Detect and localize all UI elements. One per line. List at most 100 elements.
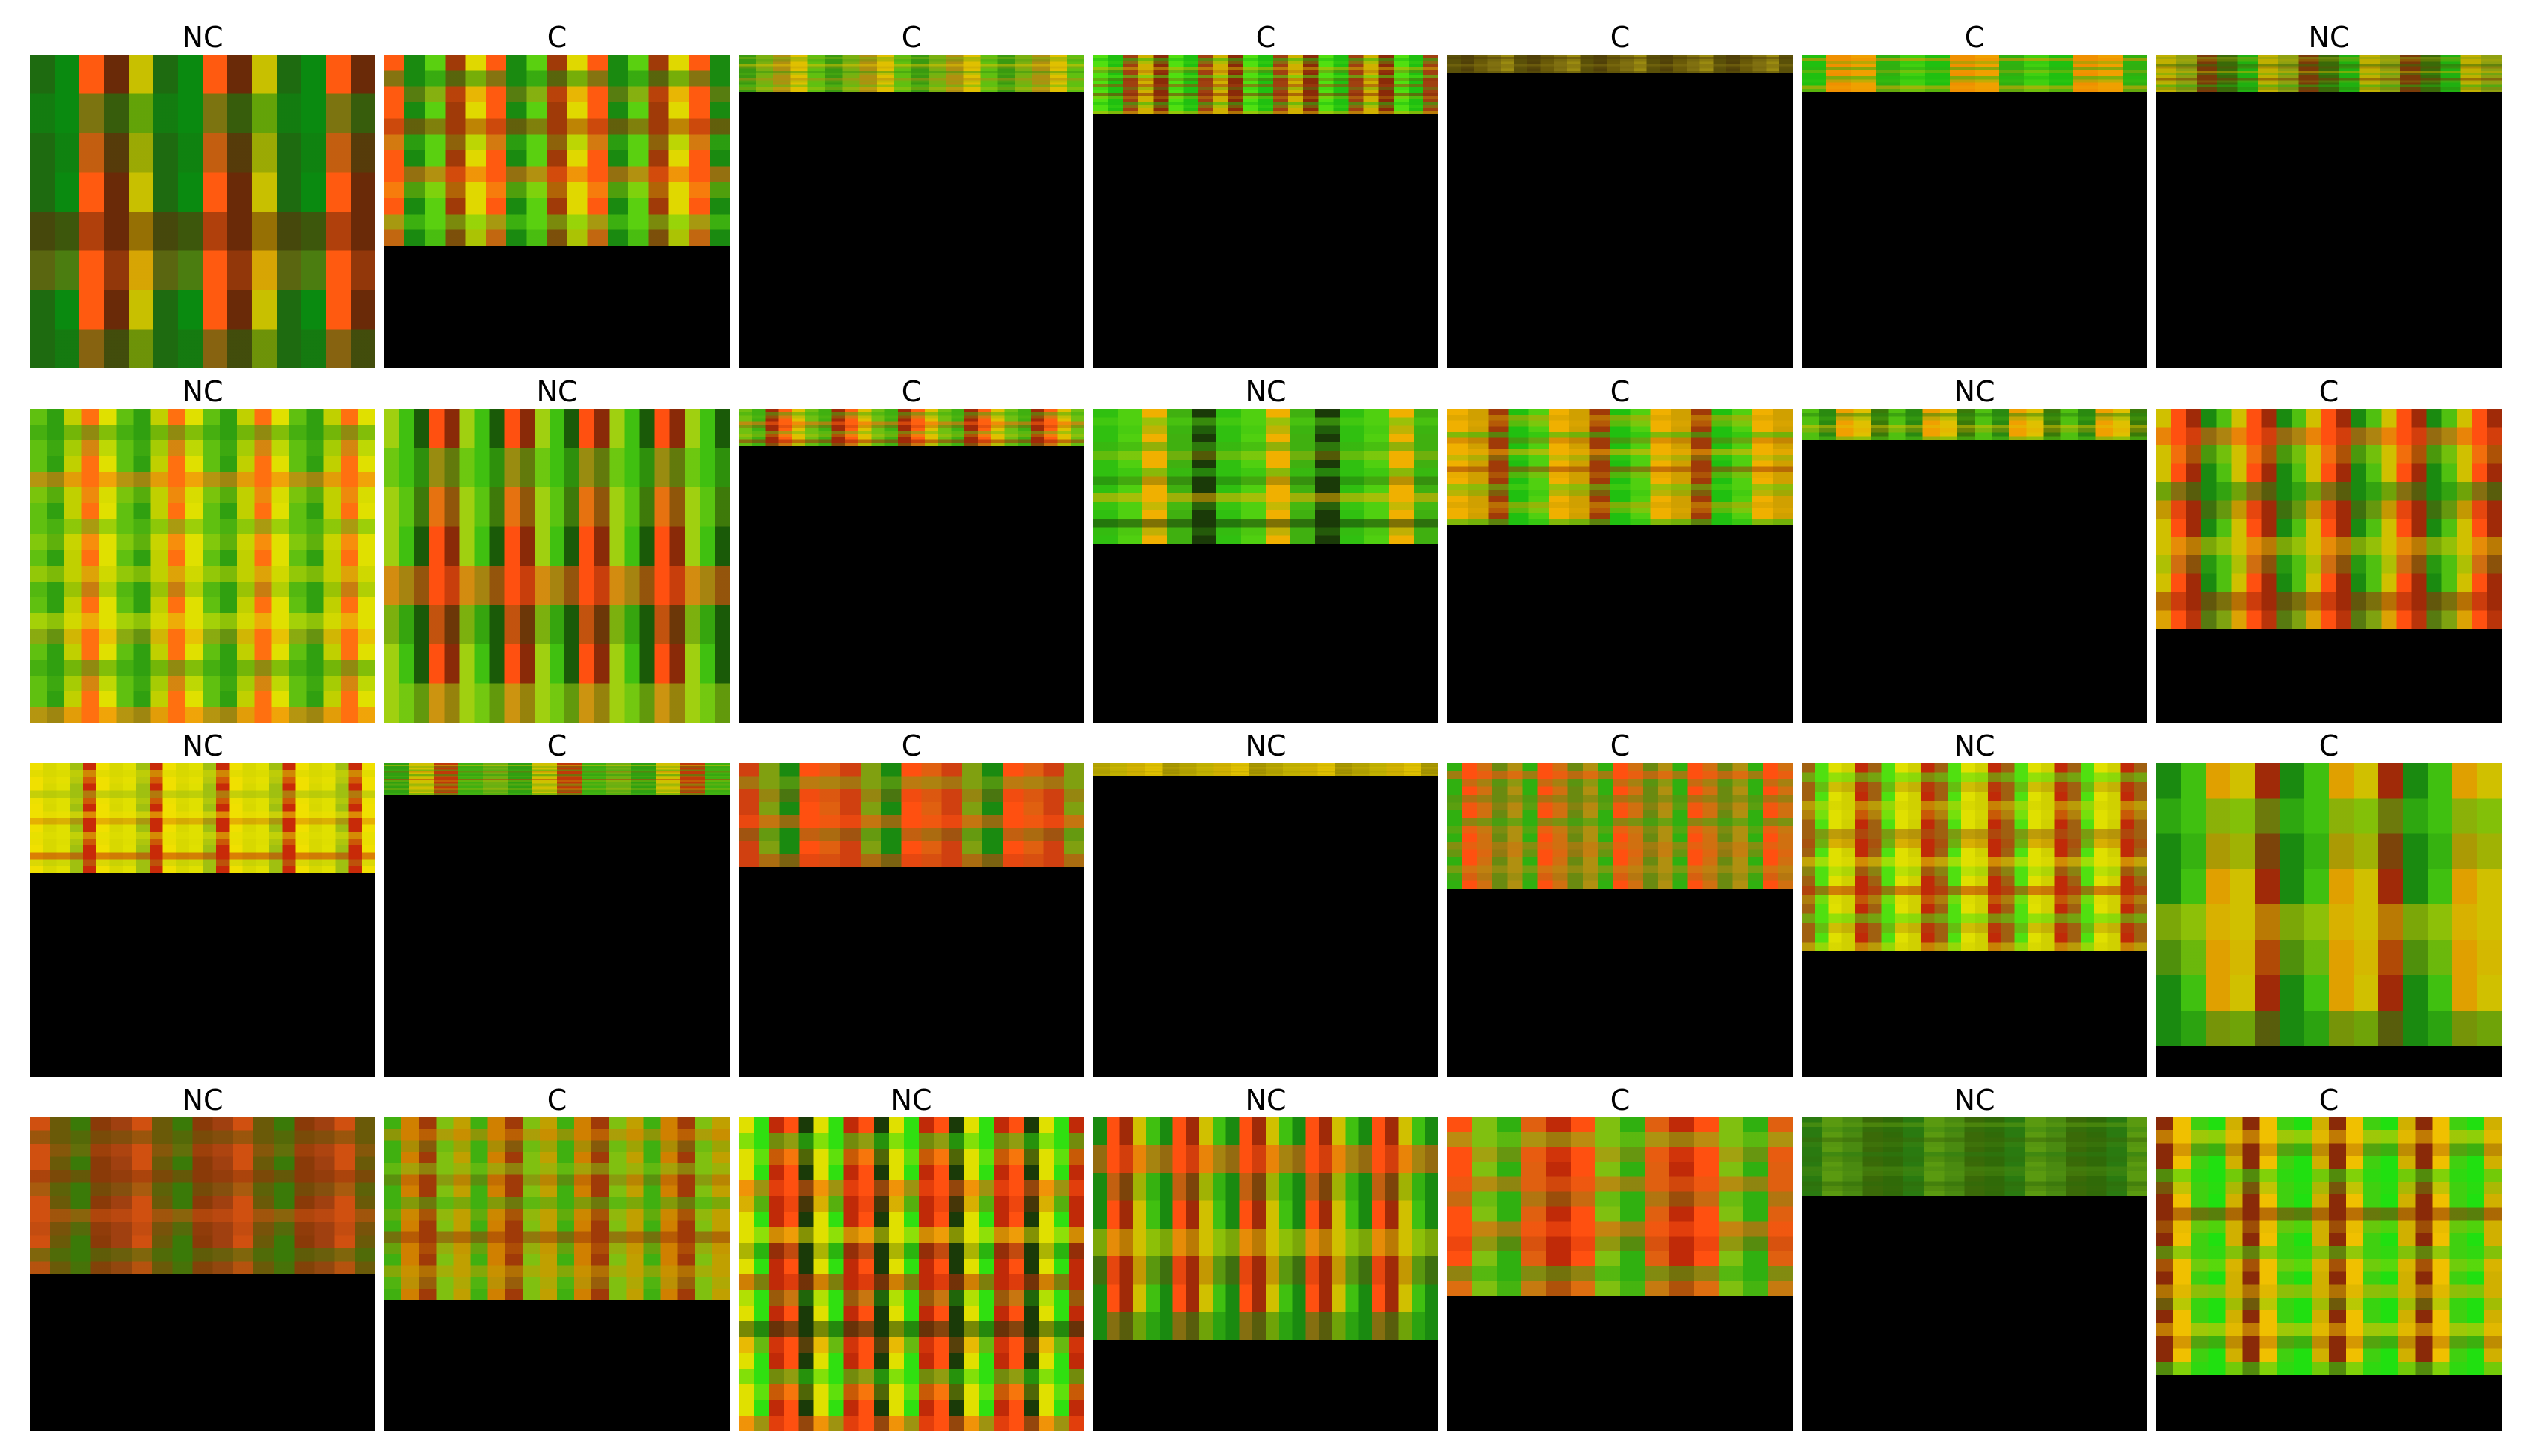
heatmap-content bbox=[30, 1117, 375, 1274]
horizontal-bands bbox=[1447, 55, 1793, 73]
heatmap-content bbox=[30, 409, 375, 723]
horizontal-bands bbox=[1093, 763, 1438, 776]
tile-label: NC bbox=[182, 375, 224, 408]
heatmap-content bbox=[1802, 763, 2147, 951]
horizontal-bands bbox=[1447, 763, 1793, 889]
horizontal-bands bbox=[1447, 1117, 1793, 1296]
heatmap-content bbox=[30, 55, 375, 368]
tile-label: C bbox=[1964, 21, 1985, 54]
tile-label: C bbox=[2318, 1084, 2339, 1117]
horizontal-bands bbox=[30, 1117, 375, 1274]
tile-label: NC bbox=[182, 729, 224, 762]
heatmap-tile bbox=[30, 1117, 375, 1431]
horizontal-bands bbox=[30, 763, 375, 873]
heatmap-tile bbox=[1093, 55, 1438, 368]
heatmap-content bbox=[2156, 55, 2502, 92]
horizontal-bands bbox=[739, 409, 1084, 446]
tile-label: NC bbox=[536, 375, 578, 408]
horizontal-bands bbox=[30, 55, 375, 368]
heatmap-tile bbox=[1093, 409, 1438, 723]
horizontal-bands bbox=[739, 763, 1084, 867]
tile-label: NC bbox=[1954, 1084, 1995, 1117]
heatmap-tile bbox=[1802, 409, 2147, 723]
heatmap-tile bbox=[2156, 763, 2502, 1077]
tile-label: NC bbox=[890, 1084, 932, 1117]
tile-label: NC bbox=[1954, 375, 1995, 408]
tile-label: C bbox=[901, 729, 922, 762]
heatmap-tile bbox=[2156, 55, 2502, 368]
heatmap-content bbox=[30, 763, 375, 873]
horizontal-bands bbox=[1802, 1117, 2147, 1196]
heatmap-tile bbox=[1093, 763, 1438, 1077]
horizontal-bands bbox=[739, 55, 1084, 92]
heatmap-content bbox=[384, 409, 730, 723]
heatmap-content bbox=[384, 1117, 730, 1300]
heatmap-tile bbox=[30, 409, 375, 723]
tile-label: C bbox=[1255, 21, 1276, 54]
heatmap-content bbox=[1093, 55, 1438, 114]
heatmap-tile bbox=[30, 763, 375, 1077]
tile-label: NC bbox=[1245, 375, 1287, 408]
tile-label: NC bbox=[1245, 729, 1287, 762]
horizontal-bands bbox=[384, 409, 730, 723]
heatmap-tile bbox=[384, 1117, 730, 1431]
tile-label: NC bbox=[1954, 729, 1995, 762]
heatmap-content bbox=[1447, 1117, 1793, 1296]
heatmap-tile bbox=[1802, 55, 2147, 368]
heatmap-tile bbox=[1447, 55, 1793, 368]
heatmap-content bbox=[739, 763, 1084, 867]
heatmap-content bbox=[1802, 1117, 2147, 1196]
horizontal-bands bbox=[1093, 409, 1438, 544]
heatmap-content bbox=[1447, 763, 1793, 889]
tile-label: C bbox=[1610, 21, 1631, 54]
horizontal-bands bbox=[1093, 55, 1438, 114]
horizontal-bands bbox=[384, 763, 730, 795]
heatmap-content bbox=[384, 763, 730, 795]
heatmap-tile bbox=[1447, 763, 1793, 1077]
tile-label: C bbox=[547, 21, 567, 54]
heatmap-tile bbox=[739, 1117, 1084, 1431]
heatmap-content bbox=[384, 55, 730, 246]
heatmap-tile bbox=[384, 409, 730, 723]
tile-label: C bbox=[1610, 729, 1631, 762]
tile-label: NC bbox=[2308, 21, 2350, 54]
heatmap-tile bbox=[2156, 409, 2502, 723]
tile-label: NC bbox=[182, 21, 224, 54]
horizontal-bands bbox=[384, 55, 730, 246]
heatmap-tile bbox=[1447, 1117, 1793, 1431]
tile-label: C bbox=[901, 21, 922, 54]
horizontal-bands bbox=[1802, 763, 2147, 951]
heatmap-tile bbox=[1093, 1117, 1438, 1431]
heatmap-content bbox=[1447, 409, 1793, 525]
tile-label: C bbox=[901, 375, 922, 408]
heatmap-content bbox=[1802, 409, 2147, 440]
heatmap-tile bbox=[739, 55, 1084, 368]
heatmap-content bbox=[1093, 409, 1438, 544]
tile-label: C bbox=[2318, 375, 2339, 408]
heatmap-content bbox=[1093, 1117, 1438, 1340]
heatmap-content bbox=[2156, 409, 2502, 629]
horizontal-bands bbox=[739, 1117, 1084, 1431]
horizontal-bands bbox=[1093, 1117, 1438, 1340]
horizontal-bands bbox=[1447, 409, 1793, 525]
heatmap-content bbox=[739, 55, 1084, 92]
horizontal-bands bbox=[1802, 55, 2147, 92]
heatmap-tile bbox=[2156, 1117, 2502, 1431]
heatmap-content bbox=[739, 409, 1084, 446]
heatmap-content bbox=[2156, 763, 2502, 1046]
heatmap-content bbox=[1802, 55, 2147, 92]
heatmap-tile bbox=[739, 763, 1084, 1077]
heatmap-tile bbox=[30, 55, 375, 368]
heatmap-tile bbox=[739, 409, 1084, 723]
tile-label: C bbox=[547, 1084, 567, 1117]
heatmap-tile bbox=[384, 55, 730, 368]
horizontal-bands bbox=[2156, 409, 2502, 629]
heatmap-content bbox=[739, 1117, 1084, 1431]
tile-label: C bbox=[547, 729, 567, 762]
heatmap-tile bbox=[384, 763, 730, 1077]
heatmap-content bbox=[1093, 763, 1438, 776]
horizontal-bands bbox=[2156, 1117, 2502, 1375]
horizontal-bands bbox=[30, 409, 375, 723]
heatmap-tile bbox=[1802, 1117, 2147, 1431]
